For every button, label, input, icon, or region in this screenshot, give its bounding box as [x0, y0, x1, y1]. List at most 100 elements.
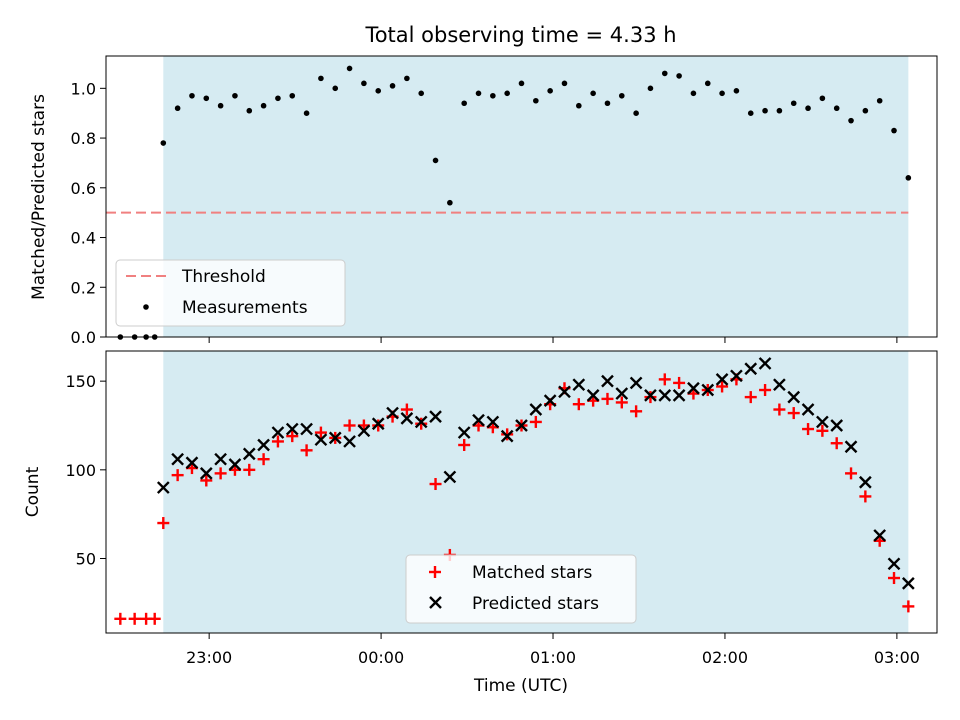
y-tick-label: 0.2 [71, 278, 96, 297]
measurement-point [762, 107, 768, 114]
predicted-star-point [615, 387, 629, 400]
measurement-point [690, 90, 697, 97]
y-tick-label: 100 [65, 461, 96, 480]
matched-star-point [257, 453, 270, 466]
measurement-point [160, 140, 167, 146]
matched-star-point [400, 403, 413, 416]
measurement-point [318, 75, 324, 82]
predicted-star-point [199, 467, 213, 480]
predicted-star-point [457, 426, 471, 439]
measurement-point [905, 175, 912, 181]
measurement-point [848, 117, 854, 124]
predicted-star-point [672, 388, 686, 402]
bottom-x-axis: 23:00 00:00 01:00 02:00 03:00 [186, 633, 920, 667]
measurement-point [217, 102, 224, 109]
measurement-point [747, 110, 754, 116]
predicted-star-point [629, 376, 643, 390]
measurement-point [819, 95, 826, 102]
measurement-point [733, 88, 740, 94]
measurement-point [876, 97, 883, 104]
measurement-point [475, 90, 482, 97]
predicted-star-point [787, 390, 801, 404]
top-measurements-group [117, 65, 912, 340]
measurement-point [805, 105, 811, 112]
measurement-point [790, 100, 797, 107]
y-tick-label: 1.0 [71, 79, 96, 98]
matched-star-point [673, 376, 686, 389]
matched-star-point [658, 373, 671, 386]
matched-star-point [157, 517, 170, 530]
matched-star-point [759, 384, 772, 397]
measurement-point [647, 85, 654, 92]
predicted-star-point [228, 458, 242, 471]
measurement-point [576, 102, 582, 109]
measurement-point [891, 127, 897, 134]
top-chart-title: Total observing time = 4.33 h [364, 23, 676, 47]
predicted-star-point [343, 435, 356, 448]
matched-star-point [171, 469, 184, 482]
measurement-point [275, 95, 281, 102]
matched-star-point [787, 407, 800, 420]
predicted-star-point [271, 426, 285, 439]
predicted-star-point [185, 456, 199, 470]
measurement-point [303, 110, 310, 116]
legend-threshold-label: Threshold [181, 267, 266, 287]
top-legend: Threshold Measurements [115, 259, 346, 327]
measurement-point [461, 100, 467, 107]
matched-star-point [572, 398, 585, 411]
measurement-point [432, 157, 439, 164]
matched-star-point [773, 403, 786, 416]
measurement-point [661, 70, 668, 77]
y-tick-label: 0.8 [71, 129, 96, 148]
predicted-star-point [644, 388, 657, 402]
measurement-point [604, 100, 611, 107]
predicted-star-point [472, 413, 485, 427]
predicted-star-point [242, 447, 256, 461]
predicted-star-point [730, 369, 743, 383]
predicted-star-point [773, 378, 786, 392]
predicted-star-point [171, 452, 184, 466]
predicted-star-point [285, 422, 299, 436]
measurement-point [704, 80, 711, 87]
predicted-star-point [357, 424, 371, 438]
matched-star-point [888, 572, 901, 585]
legend-matched-label: Matched stars [472, 563, 592, 583]
y-tick-label: 0.0 [71, 328, 96, 347]
matched-star-point [845, 467, 858, 480]
predicted-star-point [744, 362, 758, 376]
y-tick-label: 150 [65, 372, 96, 391]
measurement-point [518, 80, 525, 87]
predicted-star-point [500, 429, 514, 443]
measurement-point [332, 85, 339, 92]
top-y-axis: 0.0 0.2 0.4 0.6 0.8 1.0 [71, 79, 106, 347]
predicted-star-point [214, 452, 227, 466]
measurement-point [490, 92, 496, 99]
measurement-point [561, 80, 568, 87]
predicted-star-point [715, 373, 729, 386]
predicted-star-point [844, 440, 858, 454]
predicted-star-point [758, 357, 772, 370]
top-plot-frame [105, 55, 938, 338]
predicted-star-point [328, 431, 342, 445]
measurement-point [203, 95, 210, 102]
bottom-legend: Matched stars Predicted stars [405, 554, 637, 624]
matched-star-point [501, 428, 514, 441]
matched-star-point [802, 423, 815, 436]
predicted-star-point [414, 415, 428, 429]
matched-star-point [601, 392, 614, 405]
x-tick-label: 23:00 [186, 648, 232, 667]
measurement-point [590, 90, 596, 97]
measurement-point [174, 105, 181, 112]
predicted-star-point [873, 529, 887, 542]
legend-predicted-label: Predicted stars [472, 594, 599, 614]
measurement-point [418, 90, 425, 97]
measurement-point [389, 83, 396, 89]
predicted-star-point [429, 410, 442, 423]
predicted-star-point [386, 406, 399, 420]
measurement-point [833, 105, 840, 112]
matched-star-point [300, 444, 313, 457]
matched-star-point [114, 612, 127, 625]
predicted-star-point [801, 403, 815, 416]
predicted-star-point [529, 403, 543, 416]
